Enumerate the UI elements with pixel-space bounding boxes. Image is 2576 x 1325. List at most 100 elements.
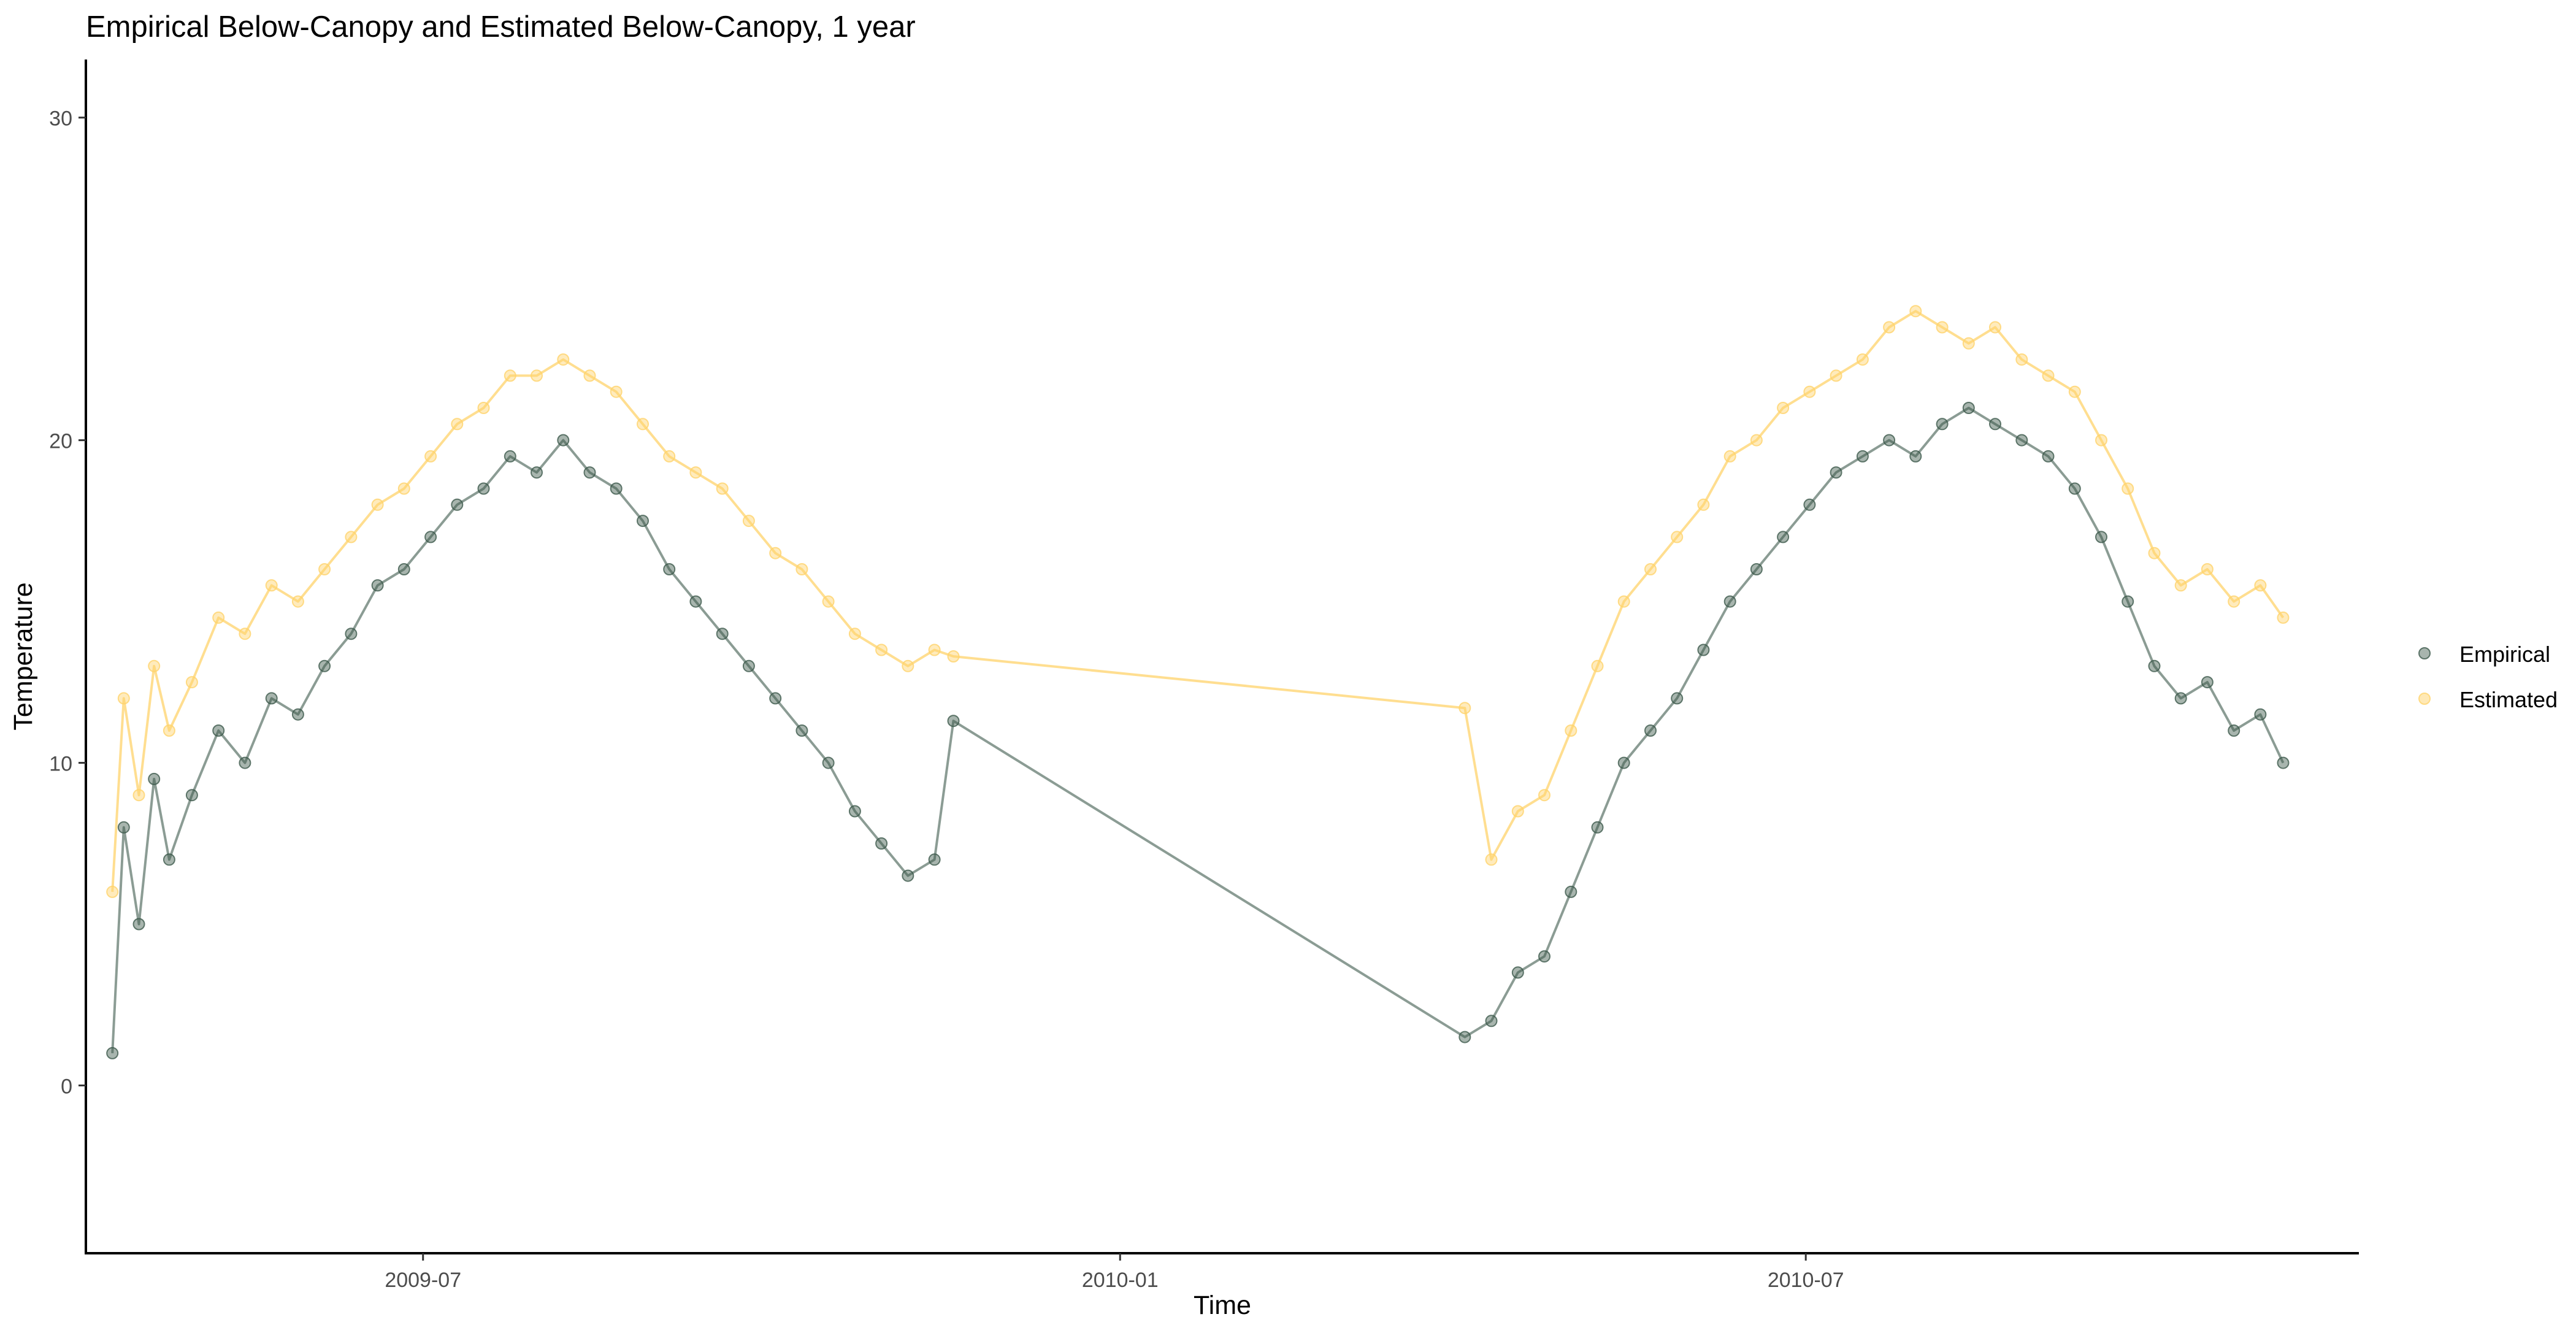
data-point-estimated [848, 628, 861, 640]
data-point-estimated [1697, 498, 1710, 511]
data-point-empirical [239, 756, 251, 769]
data-point-empirical [2015, 434, 2028, 447]
data-point-estimated [902, 659, 914, 672]
data-point-empirical [1962, 402, 1975, 414]
data-point-empirical [163, 853, 175, 866]
data-point-empirical [742, 659, 755, 672]
data-point-empirical [132, 918, 145, 931]
data-point-empirical [822, 756, 835, 769]
data-point-empirical [663, 563, 676, 575]
data-point-estimated [1723, 450, 1736, 463]
data-point-estimated [2174, 579, 2187, 592]
data-point-empirical [1936, 418, 1949, 431]
data-point-empirical [2122, 595, 2134, 608]
data-point-estimated [583, 369, 596, 382]
plot-area [106, 305, 2290, 1059]
data-point-estimated [1671, 531, 1684, 543]
data-point-empirical [212, 724, 225, 737]
data-point-estimated [1989, 321, 2001, 334]
data-point-empirical [2148, 659, 2161, 672]
data-point-empirical [451, 498, 464, 511]
data-point-empirical [531, 466, 543, 479]
data-point-empirical [1803, 498, 1816, 511]
data-point-empirical [1644, 724, 1657, 737]
data-point-empirical [148, 772, 161, 785]
data-point-estimated [477, 402, 490, 414]
data-point-estimated [716, 482, 729, 495]
legend-label-estimated: Estimated [2459, 687, 2558, 712]
data-point-estimated [212, 611, 225, 624]
x-tick-label: 2010-07 [1768, 1269, 1844, 1292]
data-point-empirical [1511, 966, 1524, 979]
legend-label-empirical: Empirical [2459, 642, 2550, 667]
data-point-estimated [2042, 369, 2055, 382]
data-point-empirical [1856, 450, 1869, 463]
y-tick-label: 10 [49, 753, 72, 776]
data-point-estimated [291, 595, 304, 608]
data-point-estimated [1830, 369, 1842, 382]
data-point-empirical [848, 805, 861, 818]
data-point-estimated [531, 369, 543, 382]
data-point-estimated [1777, 402, 1790, 414]
data-point-estimated [1591, 659, 1604, 672]
data-point-empirical [875, 837, 888, 850]
data-point-estimated [1962, 337, 1975, 350]
x-axis-label: Time [1194, 1291, 1251, 1320]
data-point-estimated [1909, 305, 1922, 318]
data-point-empirical [689, 595, 702, 608]
data-point-empirical [2201, 676, 2214, 689]
data-point-estimated [397, 482, 410, 495]
series-line-empirical [111, 407, 2285, 1054]
data-point-empirical [1777, 531, 1790, 543]
data-point-estimated [2228, 595, 2241, 608]
data-point-estimated [2254, 579, 2267, 592]
data-point-empirical [2174, 692, 2187, 705]
data-point-empirical [1723, 595, 1736, 608]
series-points [106, 305, 2290, 1059]
data-point-empirical [185, 789, 198, 802]
data-point-empirical [1671, 692, 1684, 705]
data-point-empirical [928, 853, 941, 866]
data-point-empirical [1617, 756, 1630, 769]
data-point-empirical [106, 1047, 119, 1059]
data-point-empirical [424, 531, 437, 543]
x-tick-label: 2009-07 [385, 1269, 461, 1292]
data-point-estimated [106, 885, 119, 898]
data-point-estimated [2148, 547, 2161, 559]
data-point-estimated [769, 547, 782, 559]
data-point-estimated [928, 643, 941, 656]
data-point-estimated [875, 643, 888, 656]
data-point-empirical [902, 869, 914, 882]
data-point-empirical [557, 434, 570, 447]
data-point-empirical [1909, 450, 1922, 463]
data-point-estimated [689, 466, 702, 479]
data-point-empirical [1485, 1015, 1498, 1027]
data-point-estimated [2095, 434, 2107, 447]
data-point-empirical [795, 724, 808, 737]
data-point-empirical [2095, 531, 2107, 543]
data-point-estimated [2068, 385, 2081, 398]
legend: Empirical Estimated [2418, 642, 2558, 712]
data-point-empirical [1830, 466, 1842, 479]
y-tick-label: 20 [49, 430, 72, 453]
data-point-empirical [583, 466, 596, 479]
legend-key-empirical [2418, 647, 2431, 659]
data-point-empirical [716, 628, 729, 640]
y-tick-label: 0 [61, 1075, 72, 1099]
data-point-empirical [2277, 756, 2290, 769]
data-point-empirical [117, 821, 130, 834]
data-point-estimated [742, 515, 755, 528]
data-point-estimated [1617, 595, 1630, 608]
data-point-estimated [451, 418, 464, 431]
data-point-empirical [637, 515, 649, 528]
data-point-estimated [2277, 611, 2290, 624]
x-axis-ticks: 2009-07 2010-01 2010-07 [385, 1253, 1844, 1292]
data-point-estimated [265, 579, 278, 592]
data-point-empirical [2068, 482, 2081, 495]
data-point-empirical [947, 715, 960, 728]
chart-title: Empirical Below-Canopy and Estimated Bel… [86, 10, 916, 44]
data-point-empirical [1697, 643, 1710, 656]
data-point-estimated [1644, 563, 1657, 575]
